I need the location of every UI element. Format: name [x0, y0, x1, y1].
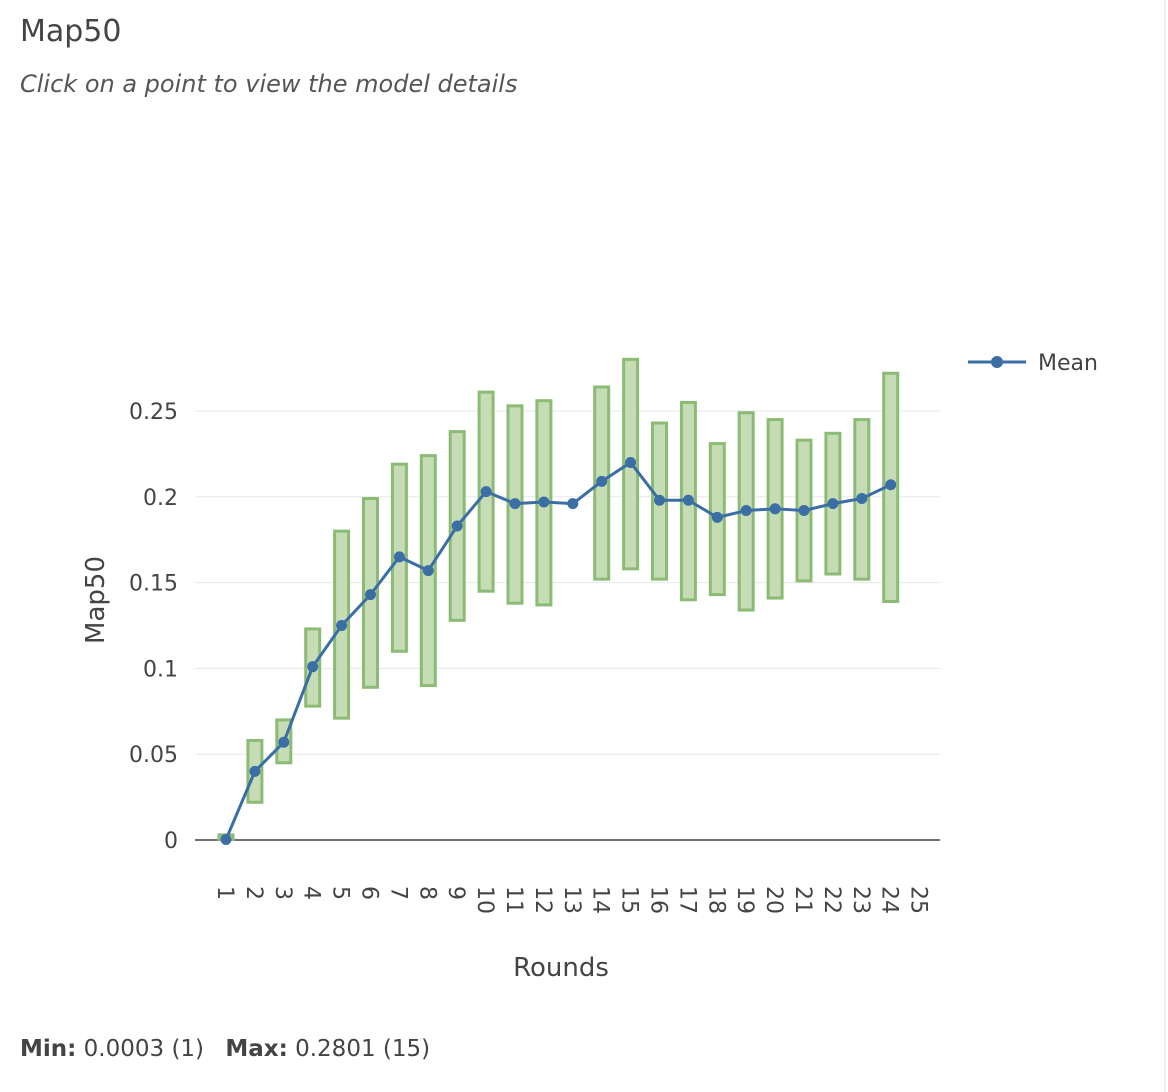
- mean-point[interactable]: [307, 661, 319, 673]
- x-tick-label: 6: [357, 886, 382, 900]
- x-tick-label: 3: [270, 886, 295, 900]
- x-tick-label: 12: [530, 886, 555, 914]
- y-axis-title: Map50: [81, 556, 111, 644]
- mean-point[interactable]: [249, 765, 261, 777]
- x-tick-label: 17: [674, 886, 699, 914]
- mean-point[interactable]: [336, 620, 348, 631]
- mean-point[interactable]: [682, 494, 694, 506]
- x-tick-label: 13: [559, 886, 584, 914]
- x-tick-label: 18: [703, 886, 728, 914]
- x-tick-label: 9: [443, 886, 468, 900]
- y-tick-label: 0.15: [129, 572, 178, 597]
- grid-lines: [195, 410, 940, 755]
- legend-label-mean[interactable]: Mean: [1038, 351, 1098, 376]
- x-tick-label: 11: [501, 886, 526, 914]
- x-tick-label: 15: [617, 886, 642, 914]
- page-title: Map50: [20, 14, 122, 49]
- mean-point[interactable]: [567, 498, 579, 510]
- mean-point[interactable]: [740, 505, 752, 517]
- mean-point[interactable]: [220, 833, 232, 845]
- x-tick-label: 5: [328, 886, 353, 900]
- mean-point[interactable]: [654, 494, 665, 506]
- min-value: 0.0003 (1): [83, 1036, 205, 1062]
- y-tick-label: 0.1: [143, 657, 178, 682]
- y-tick-label: 0.05: [129, 743, 178, 768]
- mean-point[interactable]: [769, 503, 781, 515]
- x-tick-label: 4: [299, 886, 324, 900]
- x-tick-label: 22: [819, 886, 844, 914]
- mean-point[interactable]: [827, 498, 839, 510]
- mean-point[interactable]: [480, 486, 492, 498]
- mean-point[interactable]: [625, 456, 637, 468]
- x-tick-label: 8: [414, 886, 439, 900]
- max-label: Max:: [225, 1036, 288, 1062]
- y-tick-label: 0.2: [143, 486, 178, 511]
- mean-point[interactable]: [711, 511, 723, 523]
- x-tick-label: 21: [790, 886, 815, 914]
- y-tick-label: 0.25: [129, 400, 178, 425]
- legend-swatch-point: [991, 356, 1003, 368]
- x-axis-title: Rounds: [513, 953, 609, 983]
- panel-edge: [1164, 0, 1166, 1092]
- y-tick-label: 0: [164, 829, 178, 854]
- mean-series: [220, 456, 897, 845]
- x-tick-label: 24: [877, 886, 902, 914]
- x-tick-label: 16: [646, 886, 671, 914]
- mean-point[interactable]: [885, 479, 897, 491]
- mean-point[interactable]: [798, 505, 810, 517]
- mean-point[interactable]: [538, 496, 550, 508]
- mean-point[interactable]: [856, 493, 868, 505]
- x-tick-label: 25: [906, 886, 931, 914]
- legend[interactable]: Mean: [968, 351, 1098, 376]
- x-tick-label: 1: [212, 886, 237, 900]
- axis-labels: 00.050.10.150.20.251 2 3 4 5 6 7 8 9 10 11 12 13 14 15…: [81, 400, 931, 983]
- mean-line: [224, 460, 892, 841]
- mean-point[interactable]: [422, 565, 434, 577]
- min-max-summary: Min: 0.0003 (1) Max: 0.2801 (15): [20, 1036, 430, 1062]
- map50-chart: 00.050.10.150.20.251 2 3 4 5 6 7 8 9 10 11 12 13 14 15…: [81, 351, 1098, 983]
- mean-point[interactable]: [393, 551, 405, 563]
- range-bars: [217, 357, 900, 841]
- mean-point[interactable]: [365, 589, 376, 601]
- mean-point[interactable]: [278, 736, 290, 748]
- x-tick-label: 20: [761, 886, 786, 914]
- page-subtitle: Click on a point to view the model detai…: [20, 70, 518, 98]
- mean-point[interactable]: [509, 498, 521, 510]
- max-value: 0.2801 (15): [295, 1036, 431, 1062]
- mean-point[interactable]: [451, 520, 463, 532]
- x-tick-label: 2: [241, 886, 266, 900]
- x-tick-label: 19: [732, 886, 757, 914]
- x-tick-label: 10: [472, 886, 497, 914]
- x-tick-label: 23: [848, 886, 873, 914]
- mean-point[interactable]: [596, 475, 608, 487]
- x-tick-label: 7: [385, 886, 410, 900]
- x-tick-label: 14: [588, 886, 613, 914]
- min-label: Min:: [20, 1036, 77, 1062]
